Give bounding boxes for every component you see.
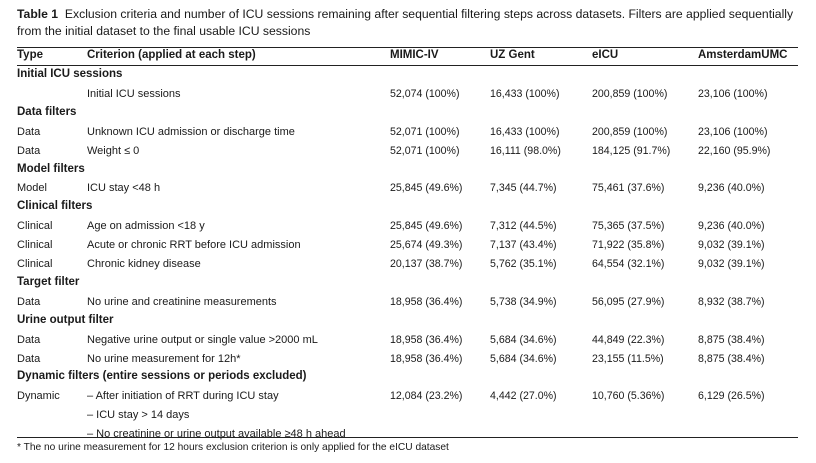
section-heading: Data filters: [17, 105, 77, 118]
row-value: 71,922 (35.8%): [592, 239, 665, 252]
row-criterion: Age on admission <18 y: [87, 220, 205, 233]
row-type: Data: [17, 333, 41, 346]
row-value: 52,071 (100%): [390, 144, 460, 157]
row-value: 9,236 (40.0%): [698, 182, 765, 195]
row-type: Data: [17, 295, 41, 308]
section-heading: Model filters: [17, 162, 85, 175]
row-value: 25,845 (49.6%): [390, 220, 463, 233]
row-value: 18,958 (36.4%): [390, 333, 463, 346]
row-value: 5,738 (34.9%): [490, 295, 557, 308]
row-value: 200,859 (100%): [592, 87, 668, 100]
row-value: 8,875 (38.4%): [698, 352, 765, 365]
header-type: Type: [17, 49, 43, 61]
section-heading: Initial ICU sessions: [17, 68, 123, 80]
row-criterion: ICU stay <48 h: [87, 182, 161, 195]
top-rule: [17, 47, 798, 48]
row-value: 7,345 (44.7%): [490, 182, 557, 195]
row-value: 5,684 (34.6%): [490, 352, 557, 365]
row-value: 20,137 (38.7%): [390, 258, 463, 270]
row-value: 8,875 (38.4%): [698, 333, 765, 346]
row-criterion: Negative urine output or single value >2…: [87, 333, 318, 346]
row-criterion: No urine and creatinine measurements: [87, 295, 277, 308]
section-heading: Dynamic filters (entire sessions or peri…: [17, 370, 307, 383]
table-footnote: * The no urine measurement for 12 hours …: [17, 442, 449, 453]
row-criterion: – No creatinine or urine output availabl…: [87, 428, 346, 441]
row-value: 75,365 (37.5%): [592, 220, 665, 233]
row-value: 9,032 (39.1%): [698, 258, 765, 270]
section-heading: Target filter: [17, 275, 80, 288]
row-criterion: Weight ≤ 0: [87, 144, 140, 157]
row-value: 75,461 (37.6%): [592, 182, 665, 195]
header-amsterdam: AmsterdamUMC: [698, 49, 788, 61]
row-value: 16,111 (98.0%): [490, 144, 561, 157]
table-caption: Table 1 Exclusion criteria and number of…: [17, 6, 807, 40]
row-value: 52,074 (100%): [390, 87, 460, 100]
row-value: 18,958 (36.4%): [390, 295, 463, 308]
header-mimic: MIMIC-IV: [390, 49, 439, 61]
row-value: 18,958 (36.4%): [390, 352, 463, 365]
header-criterion: Criterion (applied at each step): [87, 49, 256, 61]
row-value: 9,032 (39.1%): [698, 239, 765, 252]
row-value: 16,433 (100%): [490, 125, 560, 138]
row-value: 23,106 (100%): [698, 125, 768, 138]
row-value: 23,106 (100%): [698, 87, 768, 100]
caption-text: Exclusion criteria and number of ICU ses…: [17, 7, 794, 38]
row-type: Data: [17, 352, 41, 365]
row-type: Dynamic: [17, 390, 60, 403]
row-value: 6,129 (26.5%): [698, 390, 765, 403]
row-value: 5,684 (34.6%): [490, 333, 557, 346]
row-value: 52,071 (100%): [390, 125, 460, 138]
row-type: Data: [17, 125, 41, 138]
row-value: 12,084 (23.2%): [390, 390, 463, 403]
header-uzgent: UZ Gent: [490, 49, 535, 61]
row-criterion: – After initiation of RRT during ICU sta…: [87, 390, 279, 403]
row-value: 7,137 (43.4%): [490, 239, 557, 252]
row-value: 184,125 (91.7%): [592, 144, 671, 157]
row-criterion: Chronic kidney disease: [87, 258, 201, 270]
row-criterion: Unknown ICU admission or discharge time: [87, 125, 295, 138]
row-value: 8,932 (38.7%): [698, 295, 765, 308]
row-value: 23,155 (11.5%): [592, 352, 664, 365]
row-type: Clinical: [17, 258, 53, 270]
row-criterion: No urine measurement for 12h*: [87, 352, 241, 365]
row-value: 64,554 (32.1%): [592, 258, 665, 270]
row-type: Data: [17, 144, 41, 157]
row-criterion: Acute or chronic RRT before ICU admissio…: [87, 239, 301, 252]
bottom-rule: [17, 437, 798, 438]
row-value: 25,845 (49.6%): [390, 182, 463, 195]
section-heading: Clinical filters: [17, 200, 93, 213]
row-value: 9,236 (40.0%): [698, 220, 765, 233]
row-value: 25,674 (49.3%): [390, 239, 463, 252]
row-value: 44,849 (22.3%): [592, 333, 665, 346]
section-heading: Urine output filter: [17, 313, 114, 326]
header-eicu: eICU: [592, 49, 619, 61]
row-value: 22,160 (95.9%): [698, 144, 771, 157]
row-criterion: Initial ICU sessions: [87, 87, 181, 100]
row-value: 10,760 (5.36%): [592, 390, 665, 403]
row-value: 5,762 (35.1%): [490, 258, 557, 270]
row-type: Model: [17, 182, 47, 195]
row-type: Clinical: [17, 239, 53, 252]
row-value: 56,095 (27.9%): [592, 295, 665, 308]
row-value: 200,859 (100%): [592, 125, 668, 138]
row-criterion: – ICU stay > 14 days: [87, 409, 190, 422]
header-rule: [17, 65, 798, 66]
row-value: 7,312 (44.5%): [490, 220, 557, 233]
caption-label: Table 1: [17, 7, 59, 21]
row-type: Clinical: [17, 220, 53, 233]
row-value: 4,442 (27.0%): [490, 390, 557, 403]
row-value: 16,433 (100%): [490, 87, 560, 100]
